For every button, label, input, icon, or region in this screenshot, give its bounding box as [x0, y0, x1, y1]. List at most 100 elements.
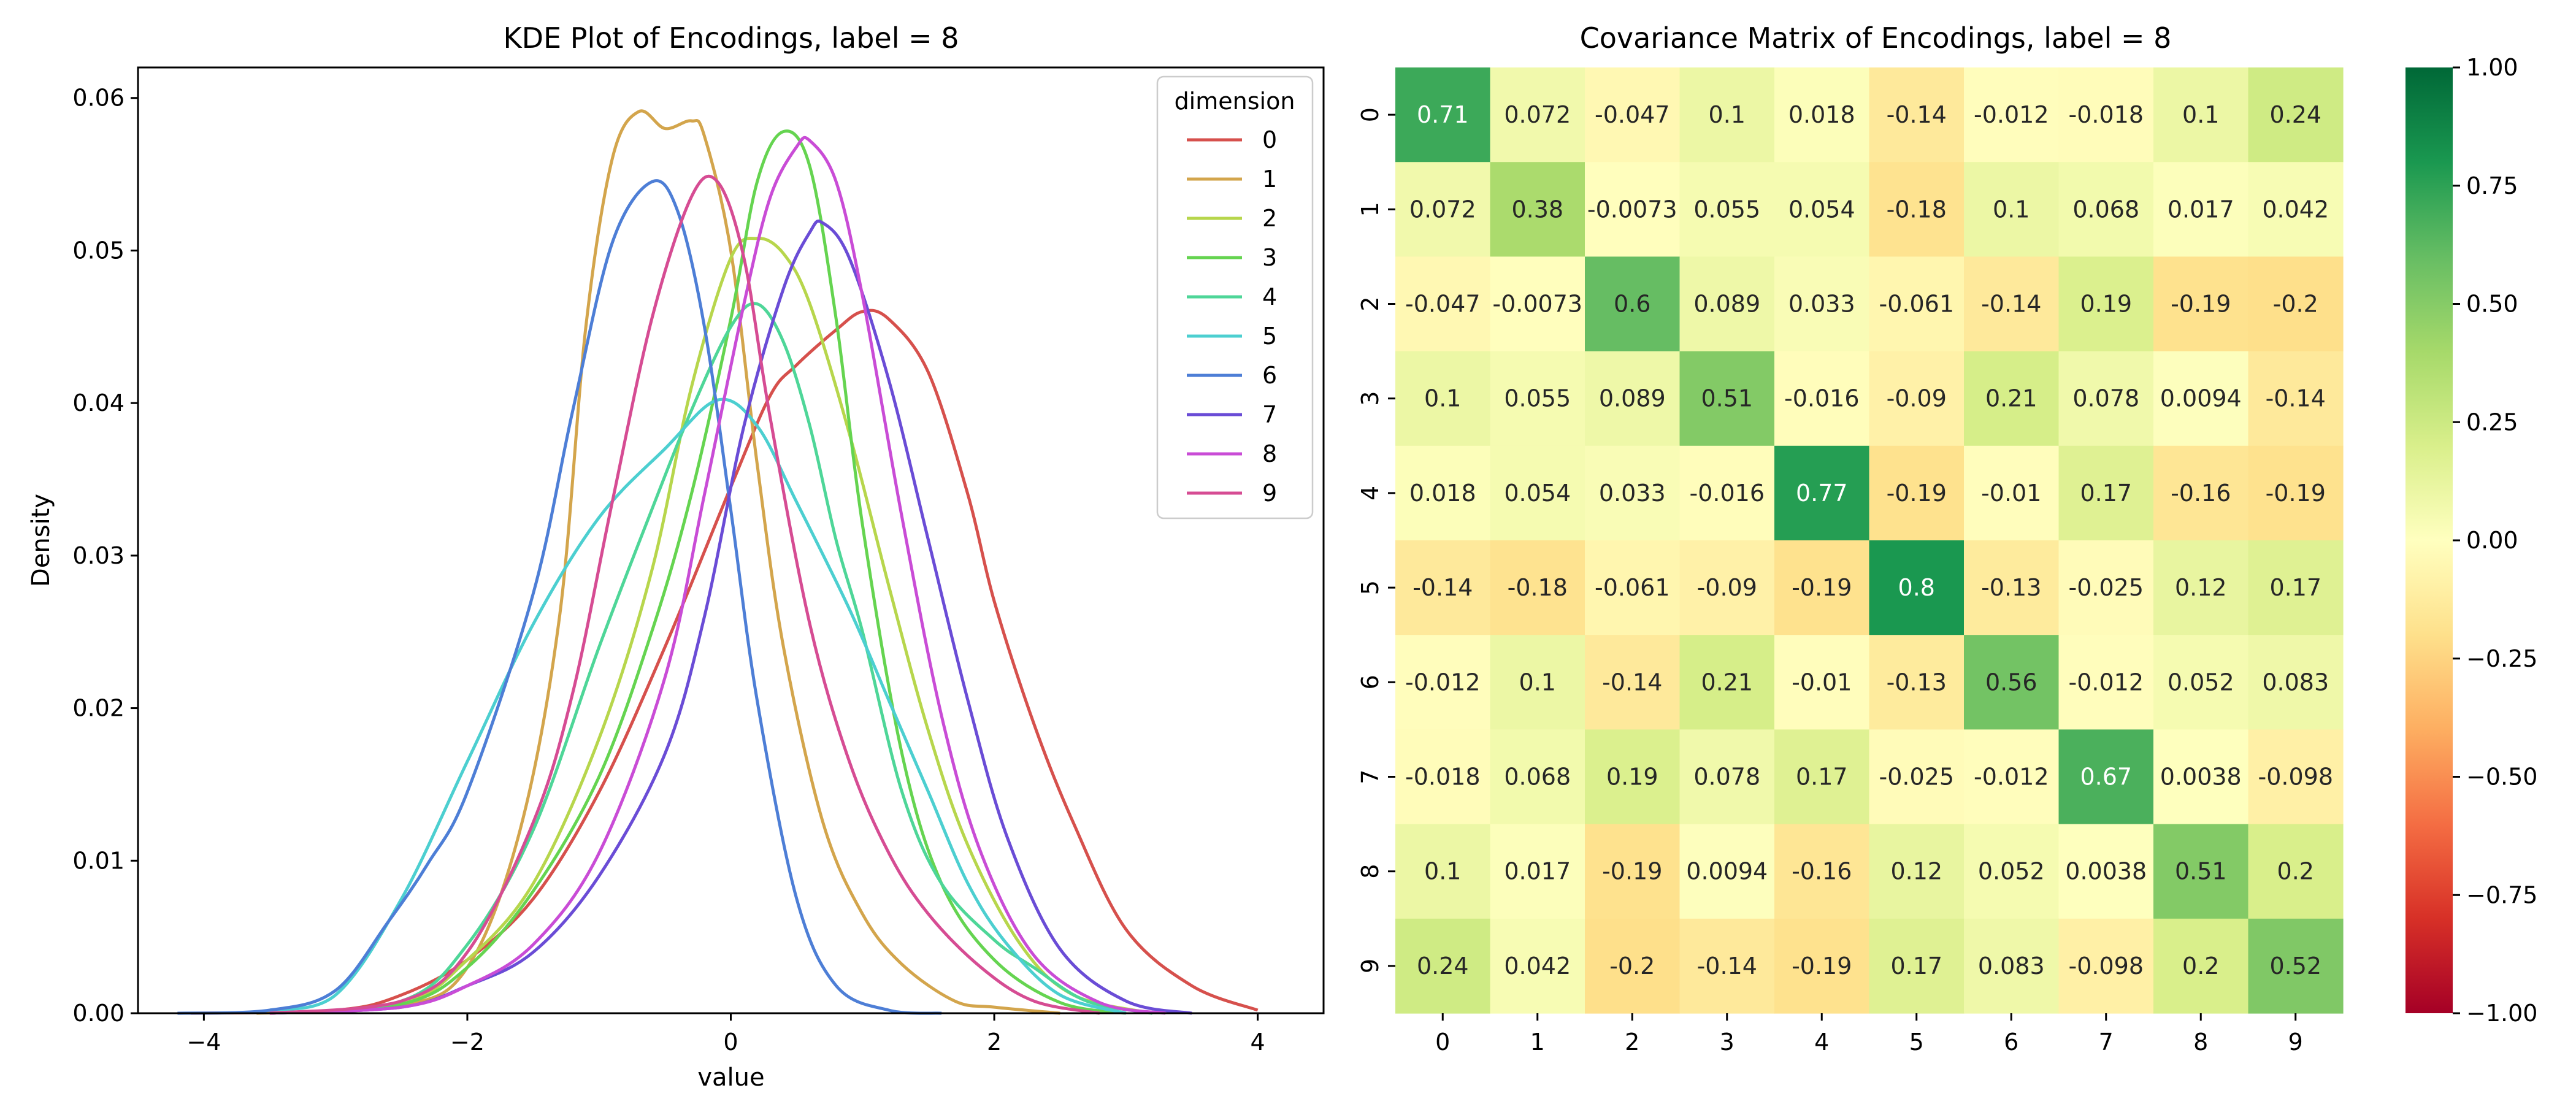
heatmap-cell: [1585, 918, 1681, 1014]
heatmap-cell: [1869, 918, 1965, 1014]
heatmap-cell: [1679, 67, 1775, 163]
heatmap-cell-label: -0.012: [1405, 669, 1481, 696]
y-tick-label: 0.00: [72, 1000, 125, 1027]
heatmap-cell-label: 0.52: [2269, 953, 2321, 979]
heatmap-cell: [1490, 635, 1585, 730]
heatmap-cell-label: -0.01: [1981, 480, 2041, 507]
heatmap-cell-label: 0.018: [1788, 101, 1855, 128]
heatmap-cell: [1869, 162, 1965, 257]
x-tick-label: −2: [450, 1029, 485, 1056]
heatmap-cell: [1774, 67, 1870, 163]
heatmap-cell-label: 0.19: [1606, 764, 1658, 791]
heatmap-cell-label: 0.068: [2072, 196, 2139, 223]
kde-line-dimension-1: [256, 109, 1060, 1015]
y-tick-label: 0.06: [72, 85, 125, 112]
heatmap-cell: [1774, 824, 1870, 919]
heatmap-cell: [2153, 824, 2249, 919]
heatmap-cell-label: -0.09: [1887, 385, 1947, 412]
heatmap-cell-label: -0.098: [2069, 953, 2144, 979]
heatmap-cell: [1490, 824, 1585, 919]
heatmap-x-tick-label: 2: [1625, 1029, 1639, 1056]
heatmap-cell: [1585, 635, 1681, 730]
heatmap-cell-label: 0.042: [1504, 953, 1571, 979]
heatmap-y-tick-label: 5: [1357, 580, 1384, 595]
heatmap-cell: [2248, 540, 2344, 635]
heatmap-cell-label: 0.38: [1511, 196, 1563, 223]
colorbar-tick-label: −0.50: [2466, 764, 2537, 791]
heatmap-cell-label: -0.19: [2171, 291, 2231, 318]
colorbar-tick-label: 1.00: [2466, 54, 2518, 81]
heatmap-cell: [1490, 540, 1585, 635]
heatmap-cell: [2153, 445, 2249, 541]
heatmap-x-tick-label: 5: [1909, 1029, 1924, 1056]
heatmap-cells: 0.71 0.072 -0.047 0.1 0.018 -0.14 -0.012 -0.018…: [1395, 67, 2344, 1014]
heatmap-cell: [2058, 729, 2154, 825]
heatmap-cell-label: 0.083: [2262, 669, 2329, 696]
heatmap-cell-label: -0.016: [1784, 385, 1860, 412]
heatmap-cell-label: 0.21: [1985, 385, 2037, 412]
heatmap-cell: [1490, 351, 1585, 447]
heatmap-cell-label: -0.0073: [1587, 196, 1677, 223]
heatmap-cell-label: 0.1: [2182, 101, 2219, 128]
y-tick-label: 0.05: [72, 237, 125, 264]
heatmap-cell-label: 0.1: [1709, 101, 1746, 128]
kde-line-dimension-7: [269, 220, 1192, 1015]
heatmap-cell-label: 0.018: [1409, 480, 1476, 507]
kde-line-dimension-2: [269, 236, 1153, 1015]
heatmap-cell: [1395, 729, 1491, 825]
heatmap-cell-label: 0.19: [2080, 291, 2132, 318]
heatmap-cell: [1395, 162, 1491, 257]
heatmap-y-tick-label: 2: [1357, 296, 1384, 311]
heatmap-cell-label: 0.12: [2175, 574, 2227, 601]
heatmap-cell: [1395, 635, 1491, 730]
colorbar-tick-label: 0.25: [2466, 408, 2518, 435]
heatmap-cell: [1679, 635, 1775, 730]
heatmap-cell: [2058, 918, 2154, 1014]
heatmap-cell-label: 0.51: [2175, 858, 2227, 885]
heatmap-x-tick-label: 0: [1435, 1029, 1450, 1056]
heatmap-cell: [1964, 540, 2060, 635]
heatmap-cell: [1774, 351, 1870, 447]
heatmap-panel: Covariance Matrix of Encodings, label = …: [1357, 21, 2537, 1056]
heatmap-y-tick-label: 1: [1357, 202, 1384, 217]
heatmap-y-axis: 0 1 2 3 4 5 6 7 8 9: [1357, 107, 1395, 973]
heatmap-cell: [2248, 824, 2344, 919]
heatmap-x-tick-label: 7: [2099, 1029, 2114, 1056]
heatmap-cell-label: 0.56: [1985, 669, 2037, 696]
heatmap-cell: [2058, 445, 2154, 541]
heatmap-cell: [2248, 918, 2344, 1014]
heatmap-y-tick-label: 7: [1357, 769, 1384, 784]
kde-line-dimension-6: [177, 179, 942, 1015]
heatmap-cell: [2248, 67, 2344, 163]
heatmap-cell: [1774, 540, 1870, 635]
heatmap-cell-label: 0.17: [1796, 764, 1848, 791]
heatmap-cell: [1395, 351, 1491, 447]
legend-title: dimension: [1175, 88, 1295, 115]
heatmap-cell-label: 0.068: [1504, 764, 1571, 791]
legend-label-6: 6: [1262, 362, 1277, 389]
heatmap-y-tick-label: 8: [1357, 864, 1384, 879]
heatmap-cell: [2248, 351, 2344, 447]
heatmap-cell: [1964, 824, 2060, 919]
heatmap-cell-label: 0.0038: [2160, 764, 2242, 791]
heatmap-cell: [1869, 256, 1965, 352]
heatmap-cell: [2153, 729, 2249, 825]
heatmap-cell-label: -0.061: [1595, 574, 1670, 601]
colorbar-tick-label: 0.00: [2466, 527, 2518, 554]
heatmap-cell-label: 0.1: [1424, 385, 1461, 412]
heatmap-cell-label: 0.24: [1417, 953, 1469, 979]
heatmap-y-tick-label: 6: [1357, 675, 1384, 689]
kde-x-axis: −4 −2 0 2 4: [186, 1013, 1265, 1056]
heatmap-cell-label: -0.012: [1974, 764, 2049, 791]
heatmap-cell-label: -0.13: [1887, 669, 1947, 696]
heatmap-cell-label: 0.017: [2168, 196, 2234, 223]
heatmap-cell-label: -0.19: [1602, 858, 1662, 885]
heatmap-cell: [1964, 162, 2060, 257]
heatmap-cell-label: 0.052: [1978, 858, 2045, 885]
heatmap-cell: [1774, 635, 1870, 730]
heatmap-y-tick-label: 4: [1357, 486, 1384, 500]
heatmap-cell-label: -0.047: [1595, 101, 1670, 128]
heatmap-cell: [1679, 351, 1775, 447]
legend-label-0: 0: [1262, 126, 1277, 153]
